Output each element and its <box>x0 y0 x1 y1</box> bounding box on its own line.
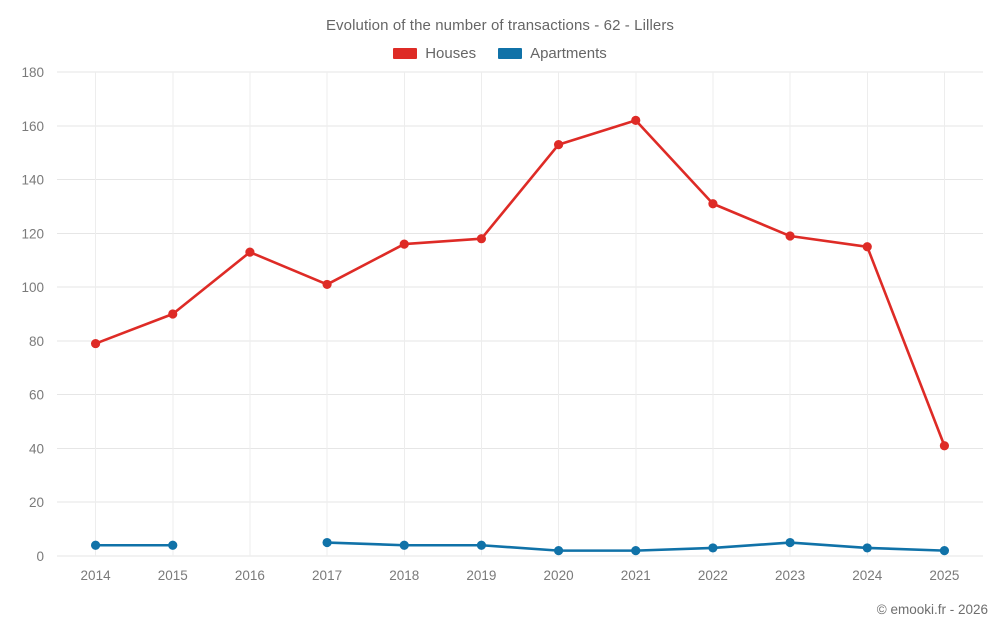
xtick-label-2025: 2025 <box>929 568 959 583</box>
horizontal-gridlines <box>57 71 983 557</box>
xtick-label-2014: 2014 <box>81 568 112 583</box>
datapoint-houses-2025[interactable] <box>939 441 950 451</box>
series-houses <box>90 115 950 451</box>
ytick-label-40: 40 <box>29 441 44 456</box>
ytick-label-120: 120 <box>21 226 44 241</box>
ytick-label-180: 180 <box>21 65 44 80</box>
datapoint-houses-2023[interactable] <box>785 231 795 241</box>
xtick-label-2016: 2016 <box>235 568 265 583</box>
datapoint-houses-2015[interactable] <box>168 309 178 319</box>
ytick-label-140: 140 <box>21 173 44 188</box>
copyright-footer: © emooki.fr - 2026 <box>876 602 988 617</box>
datapoint-apartments-2019[interactable] <box>476 540 487 550</box>
legend-swatch-apartments <box>498 48 523 59</box>
xtick-label-2023: 2023 <box>775 568 805 583</box>
xtick-label-2018: 2018 <box>389 568 419 583</box>
datapoint-houses-2014[interactable] <box>90 338 101 349</box>
y-axis-tick-labels: 0 20 40 60 80 100 120 140 160 180 <box>21 65 44 564</box>
datapoint-houses-2020[interactable] <box>553 140 564 150</box>
xtick-label-2021: 2021 <box>621 568 651 583</box>
chart-legend: Houses Apartments <box>0 45 1000 62</box>
ytick-label-20: 20 <box>29 495 44 510</box>
vertical-gridlines <box>95 72 945 556</box>
ytick-label-80: 80 <box>29 334 44 349</box>
data-series-layer <box>90 115 950 556</box>
xtick-label-2022: 2022 <box>698 568 728 583</box>
datapoint-houses-2022[interactable] <box>708 199 718 209</box>
datapoint-apartments-2021[interactable] <box>631 546 641 556</box>
datapoint-houses-2018[interactable] <box>399 239 409 249</box>
x-axis-tick-labels: 2014 2015 2016 2017 2018 2019 2020 2021 2022 2023… <box>81 568 960 583</box>
datapoint-apartments-2018[interactable] <box>399 540 409 550</box>
datapoint-apartments-2017[interactable] <box>322 537 332 548</box>
datapoint-apartments-2020[interactable] <box>553 546 564 556</box>
xtick-label-2017: 2017 <box>312 568 342 583</box>
datapoint-apartments-2022[interactable] <box>708 543 718 553</box>
datapoint-apartments-2015[interactable] <box>168 540 178 550</box>
ytick-label-60: 60 <box>29 388 44 403</box>
xtick-label-2020: 2020 <box>544 568 574 583</box>
datapoint-apartments-2024[interactable] <box>862 543 872 553</box>
datapoint-houses-2024[interactable] <box>862 242 872 252</box>
legend-swatch-houses <box>393 48 418 59</box>
datapoint-houses-2017[interactable] <box>322 279 332 290</box>
chart-title: Evolution of the number of transactions … <box>325 17 675 34</box>
legend-item-houses[interactable]: Houses <box>393 45 476 62</box>
ytick-label-160: 160 <box>21 119 44 134</box>
legend-item-apartments[interactable]: Apartments <box>498 45 607 62</box>
datapoint-houses-2016[interactable] <box>245 247 255 257</box>
datapoint-apartments-2023[interactable] <box>785 537 795 548</box>
xtick-label-2015: 2015 <box>158 568 188 583</box>
datapoint-apartments-2025[interactable] <box>939 546 950 556</box>
xtick-label-2024: 2024 <box>852 568 883 583</box>
legend-label-houses: Houses <box>425 45 477 62</box>
datapoint-houses-2019[interactable] <box>476 234 487 244</box>
line-houses <box>94 119 946 448</box>
ytick-label-100: 100 <box>21 280 44 295</box>
ytick-label-0: 0 <box>36 549 44 564</box>
datapoint-apartments-2014[interactable] <box>90 540 101 550</box>
series-apartments <box>90 537 950 556</box>
legend-label-apartments: Apartments <box>530 45 607 62</box>
datapoint-houses-2021[interactable] <box>631 115 641 125</box>
xtick-label-2019: 2019 <box>466 568 496 583</box>
